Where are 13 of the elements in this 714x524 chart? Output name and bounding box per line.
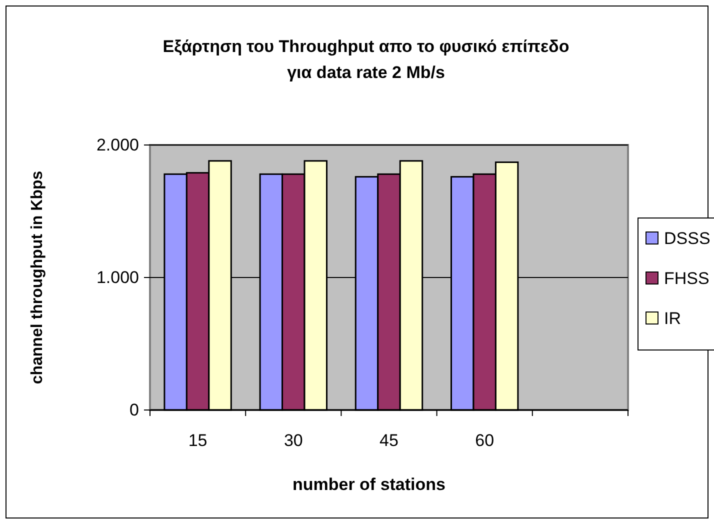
x-tick-label: 30 — [284, 431, 303, 450]
x-axis-title: number of stations — [292, 475, 446, 494]
y-tick-label: 0 — [130, 400, 139, 420]
x-tick-label: 60 — [475, 431, 494, 450]
y-tick-label: 1.000 — [96, 268, 139, 287]
x-tick-label: 45 — [380, 431, 398, 450]
legend-label: DSSS — [664, 229, 710, 248]
y-tick-label: 2.000 — [96, 135, 139, 154]
legend-label: FHSS — [664, 269, 710, 288]
chart-title: Εξάρτηση του Throughput απο το φυσικό επίπεδο για data rate 2 Mb/s — [162, 37, 570, 82]
x-tick-label: 15 — [188, 431, 208, 450]
y-axis-title: channel throughput in Kbps — [29, 170, 46, 384]
legend-label: IR — [664, 309, 681, 328]
